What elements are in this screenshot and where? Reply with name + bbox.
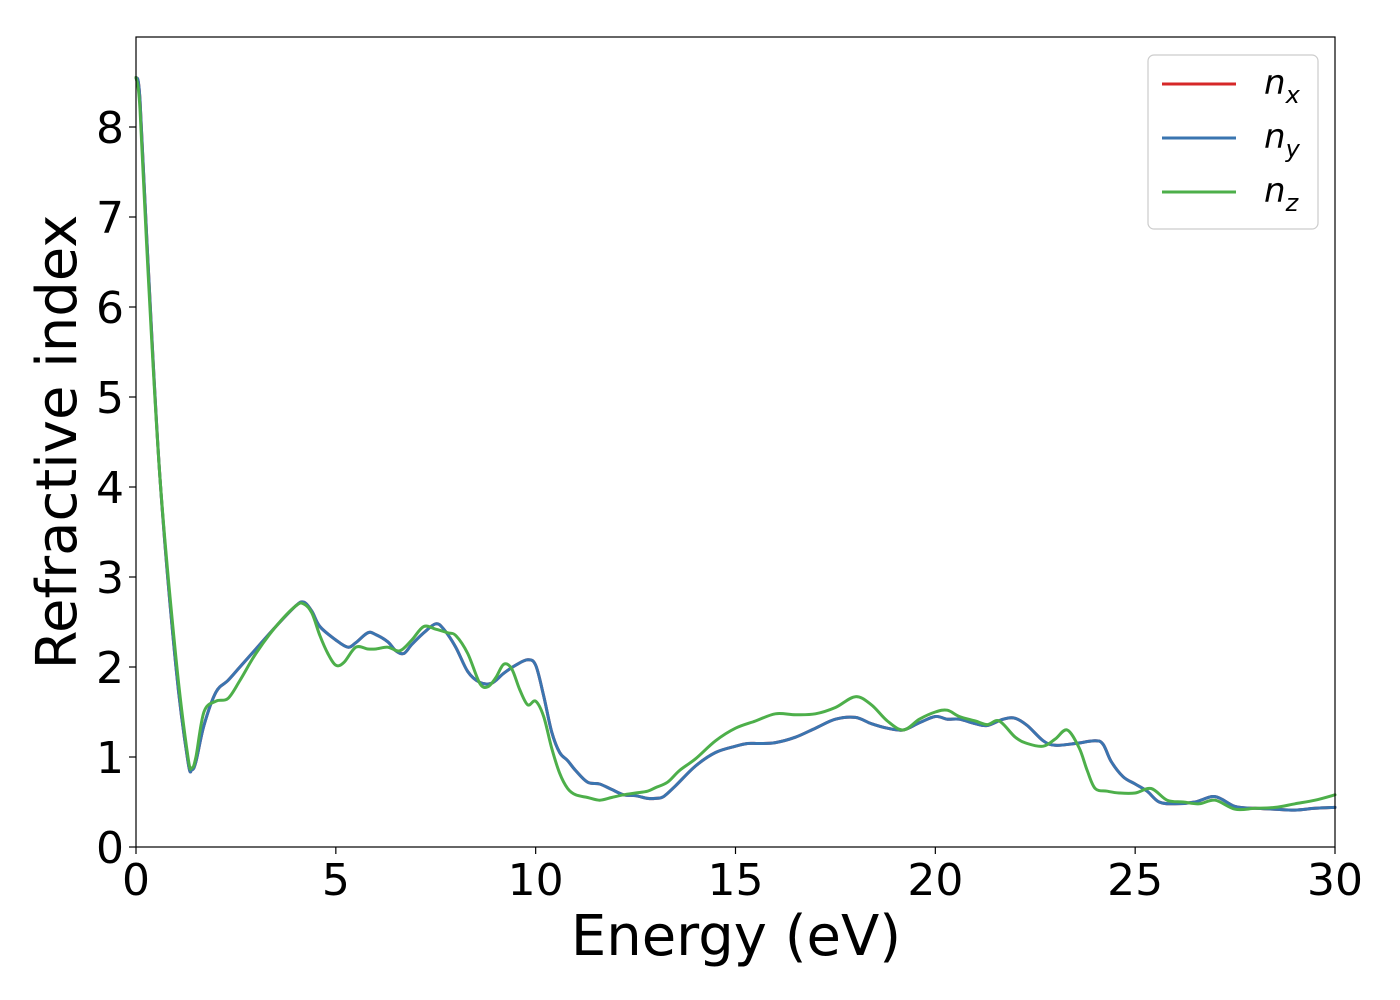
y-tick-label: 1 <box>96 733 124 784</box>
legend-label: nx <box>1264 63 1301 109</box>
series-line-n-z <box>134 76 1337 812</box>
y-axis-title: Refractive index <box>25 215 90 670</box>
legend-label-base: n <box>1264 63 1286 103</box>
x-tick-label: 10 <box>508 855 564 906</box>
x-axis-title: Energy (eV) <box>571 904 901 969</box>
x-tick-label: 0 <box>122 855 150 906</box>
legend-label-base: n <box>1264 171 1286 211</box>
legend-label-subscript: y <box>1285 135 1301 163</box>
y-tick-label: 7 <box>96 193 124 244</box>
y-tick-label: 0 <box>96 823 124 874</box>
y-tick-label: 6 <box>96 283 124 334</box>
legend-label: nz <box>1264 171 1300 217</box>
y-tick-label: 2 <box>96 643 124 694</box>
x-tick-label: 30 <box>1307 855 1363 906</box>
x-tick-label: 5 <box>322 855 350 906</box>
legend-label-base: n <box>1264 117 1286 157</box>
y-tick-label: 8 <box>96 103 124 154</box>
y-tick-label: 4 <box>96 463 124 514</box>
legend-label: ny <box>1264 117 1301 163</box>
y-tick-label: 3 <box>96 553 124 604</box>
series-layer <box>134 76 1337 812</box>
legend-box <box>1147 54 1319 230</box>
ticks-layer: 0 5 10 15 20 25 30 0 1 2 3 4 5 6 7 8 <box>96 103 1363 906</box>
x-tick-label: 20 <box>907 855 963 906</box>
legend-label-subscript: z <box>1285 189 1300 217</box>
x-tick-label: 25 <box>1107 855 1163 906</box>
legend-label-subscript: x <box>1285 81 1301 109</box>
y-tick-label: 5 <box>96 373 124 424</box>
x-tick-label: 15 <box>708 855 764 906</box>
